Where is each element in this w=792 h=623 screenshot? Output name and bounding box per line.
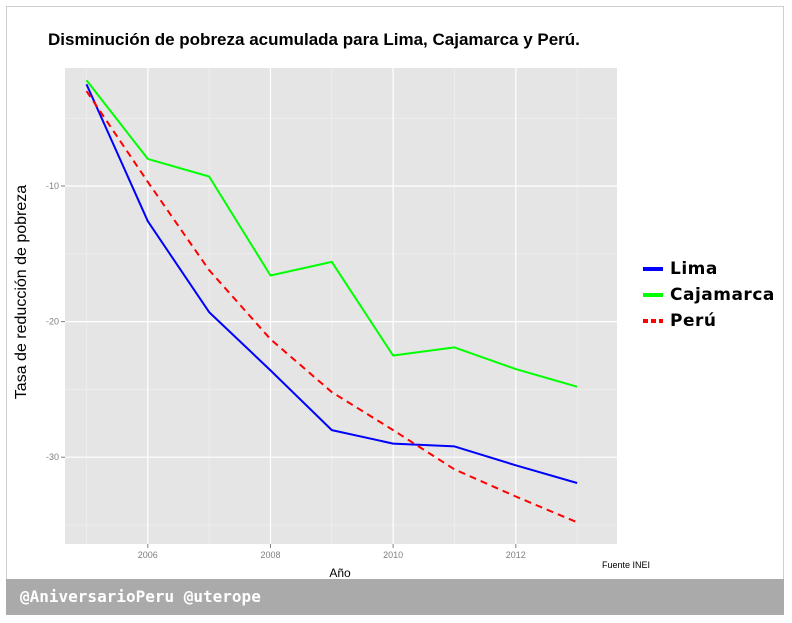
legend-key-cajamarca [642,288,664,302]
series-line-per [85,90,578,524]
source-note: Fuente INEI [602,560,651,570]
x-tick-label: 2006 [138,550,158,560]
series-lines [85,79,578,524]
series-line-lima [85,83,578,484]
legend-label-peru: Perú [670,311,717,331]
y-tick-label: -20 [46,317,59,327]
chart-title: Disminución de pobreza acumulada para Li… [48,30,580,49]
axis-ticks: 2006 2008 2010 2012 -10 -20 -30 [46,181,526,560]
legend-label-cajamarca: Cajamarca [670,285,775,305]
y-axis-label: Tasa de reducción de pobreza [13,184,30,400]
legend-key-peru [642,314,664,328]
y-tick-label: -30 [46,452,59,462]
x-tick-label: 2012 [506,550,526,560]
legend-label-lima: Lima [670,259,718,279]
legend-item-cajamarca: Cajamarca [642,282,775,308]
x-axis-label: Año [329,566,351,580]
grid-lines [65,68,617,544]
y-tick-label: -10 [46,181,59,191]
legend-item-lima: Lima [642,256,775,282]
footer-bar: @AniversarioPeru @uterope [6,579,784,615]
legend-item-peru: Perú [642,308,775,334]
x-tick-label: 2010 [383,550,403,560]
legend-key-lima [642,262,664,276]
series-line-cajamarca [85,79,578,388]
footer-handles: @AniversarioPeru @uterope [20,587,261,606]
plot-panel [65,68,617,544]
legend: Lima Cajamarca Perú [642,256,775,334]
x-tick-label: 2008 [260,550,280,560]
